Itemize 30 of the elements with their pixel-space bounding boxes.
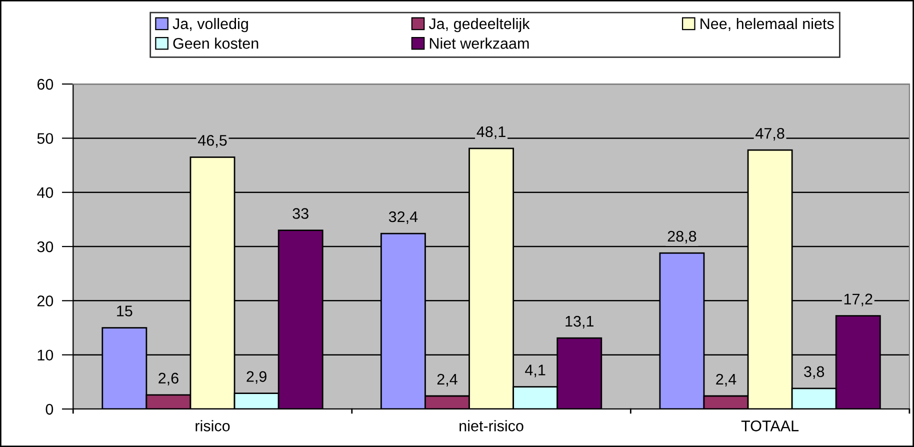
data-label: 17,2 [844,294,872,306]
y-tick-label: 50 [37,133,54,144]
legend-label: Geen kosten [173,38,258,49]
data-label: 15 [117,306,132,316]
data-label: 2,4 [716,374,736,386]
data-label: 46,5 [198,134,227,148]
y-tick-label: 30 [37,241,54,252]
data-label: 3,8 [804,366,824,379]
y-tick-label: 20 [37,296,54,306]
data-label: 32,4 [388,211,418,224]
x-tick-label: niet-risico [460,420,524,432]
data-label: 48,1 [476,126,506,139]
legend-label: Niet werkzaam [430,38,529,49]
y-tick-label: 10 [38,350,54,361]
data-label: 47,8 [756,128,784,141]
legend-label: Ja, gedeeltelijk [428,18,530,32]
legend-label: Nee, helemaal niets [700,18,834,31]
legend-label: Ja, volledig [172,18,248,32]
x-tick-label: risico [196,420,230,432]
y-tick-label: 40 [37,187,54,198]
data-label: 28,8 [668,230,696,244]
data-label: 4,1 [525,364,546,378]
data-label: 2,4 [437,374,458,386]
y-tick-label: 60 [37,78,54,90]
y-tick-label: 0 [46,404,54,415]
data-label: 2,9 [246,371,266,384]
x-tick-label: TOTAAL [741,420,799,432]
data-label: 13,1 [566,316,594,329]
data-label: 33 [292,208,308,219]
data-label: 2,6 [158,372,178,386]
